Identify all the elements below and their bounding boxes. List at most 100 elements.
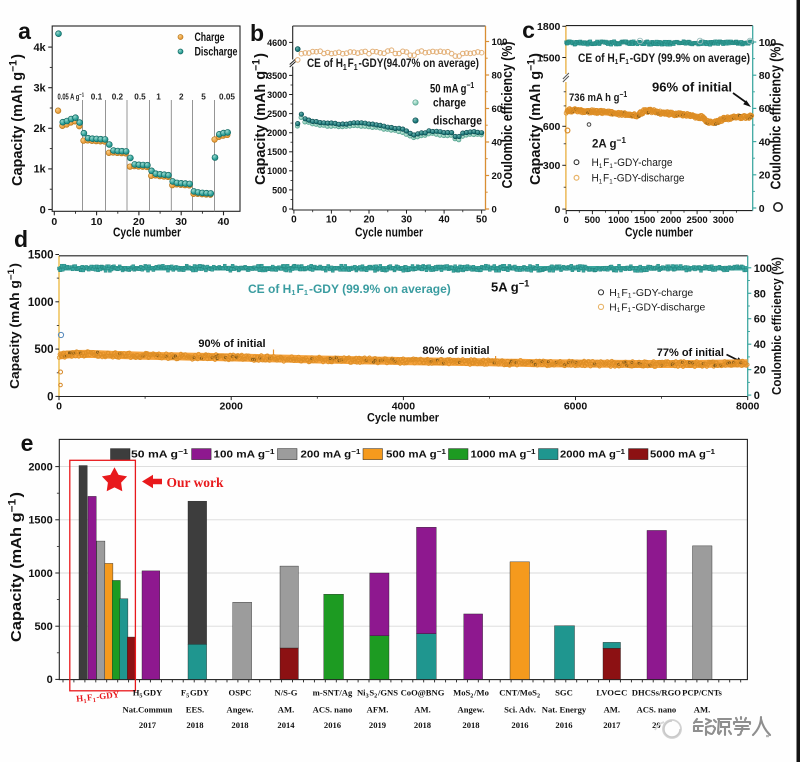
svg-text:40: 40 xyxy=(754,339,766,351)
svg-text:Our work: Our work xyxy=(167,476,224,491)
svg-text:40: 40 xyxy=(492,137,503,148)
svg-text:60: 60 xyxy=(759,103,771,115)
svg-text:500: 500 xyxy=(34,621,52,633)
svg-text:100: 100 xyxy=(759,37,777,49)
svg-text:20: 20 xyxy=(492,171,503,182)
svg-text:0: 0 xyxy=(555,204,561,216)
svg-text:1800: 1800 xyxy=(537,21,561,33)
svg-text:50 mA g−1: 50 mA g−1 xyxy=(430,80,475,96)
svg-text:H1 F1 -GDY-discharge: H1 F1 -GDY-discharge xyxy=(609,302,705,314)
svg-text:80: 80 xyxy=(759,70,771,82)
svg-text:80: 80 xyxy=(492,70,503,81)
svg-text:Capacity (mAh g−1 ): Capacity (mAh g−1 ) xyxy=(7,54,26,186)
svg-text:5000 mA g−1: 5000 mA g −1 xyxy=(650,447,716,461)
svg-text:Charge: Charge xyxy=(195,32,225,44)
svg-text:0: 0 xyxy=(47,674,53,686)
svg-text:0.5: 0.5 xyxy=(134,93,146,102)
svg-text:CoO@BNG: CoO@BNG xyxy=(401,688,445,698)
svg-text:10: 10 xyxy=(91,216,103,228)
svg-text:2016: 2016 xyxy=(555,720,573,730)
svg-text:1000 mA g−1: 1000 mA g −1 xyxy=(471,447,537,461)
svg-text:20: 20 xyxy=(652,720,661,730)
svg-text:600: 600 xyxy=(543,121,561,133)
svg-text:Discharge: Discharge xyxy=(195,47,238,59)
svg-text:e: e xyxy=(21,430,34,456)
svg-text:2000: 2000 xyxy=(28,461,52,473)
svg-text:1500: 1500 xyxy=(537,52,561,64)
svg-text:200 mA g−1: 200 mA g −1 xyxy=(301,447,362,461)
svg-text:3000: 3000 xyxy=(713,215,734,226)
svg-text:Cycle number: Cycle number xyxy=(367,411,439,425)
svg-text:CE of H1 F1 -GDY (99.9% on ave: CE of H1 F1 -GDY (99.9% on average) xyxy=(578,51,750,66)
svg-text:80: 80 xyxy=(754,288,766,300)
svg-text:500 mA g−1: 500 mA g −1 xyxy=(386,447,447,461)
svg-text:2500: 2500 xyxy=(267,109,287,119)
svg-text:H1 F1 -GDY-discharge: H1 F1 -GDY-discharge xyxy=(592,173,685,186)
svg-text:2000 mA g−1: 2000 mA g −1 xyxy=(560,447,626,461)
svg-text:Angew.: Angew. xyxy=(458,705,485,715)
svg-text:Capacity (mAh g−1 ): Capacity (mAh g−1 ) xyxy=(6,492,25,642)
svg-text:Cycle number: Cycle number xyxy=(355,225,423,240)
svg-text:100: 100 xyxy=(754,263,772,275)
svg-text:2000: 2000 xyxy=(267,128,287,138)
svg-text:2017: 2017 xyxy=(139,720,157,730)
svg-text:1000: 1000 xyxy=(608,215,629,226)
svg-text:H1 F1 -GDY-charge: H1 F1 -GDY-charge xyxy=(609,288,693,300)
svg-text:2000: 2000 xyxy=(660,215,681,226)
svg-text:40: 40 xyxy=(218,216,230,228)
svg-text:500: 500 xyxy=(584,215,600,226)
svg-text:AFM.: AFM. xyxy=(367,705,389,715)
svg-text:Capacity (mAh g−1 ): Capacity (mAh g−1 ) xyxy=(5,263,22,389)
svg-text:ACS. nano: ACS. nano xyxy=(313,705,353,715)
svg-text:1500: 1500 xyxy=(267,147,287,157)
svg-text:2018: 2018 xyxy=(414,720,432,730)
svg-text:0: 0 xyxy=(40,204,46,216)
svg-text:50: 50 xyxy=(476,215,488,226)
svg-text:2016: 2016 xyxy=(324,720,342,730)
svg-text:1500: 1500 xyxy=(28,515,52,527)
svg-text:0: 0 xyxy=(492,204,497,215)
svg-text:8000: 8000 xyxy=(736,401,760,413)
svg-text:10: 10 xyxy=(326,215,338,226)
svg-text:736 mA h g−1: 736 mA h g−1 xyxy=(569,90,628,104)
svg-text:m-SNT/Ag: m-SNT/Ag xyxy=(313,688,353,698)
svg-text:1000: 1000 xyxy=(28,297,54,309)
svg-text:0.05 A g−1: 0.05 A g−1 xyxy=(58,92,85,101)
svg-text:2018: 2018 xyxy=(231,720,249,730)
svg-text:40: 40 xyxy=(759,136,771,148)
svg-text:Cycle number: Cycle number xyxy=(625,225,693,240)
svg-text:6000: 6000 xyxy=(564,401,588,413)
svg-text:d: d xyxy=(14,226,28,252)
svg-text:90% of initial: 90% of initial xyxy=(198,338,265,350)
svg-text:2018: 2018 xyxy=(186,720,204,730)
svg-text:20: 20 xyxy=(363,215,375,226)
svg-text:ACS. nano: ACS. nano xyxy=(637,705,677,715)
svg-text:DHCSs/RGO: DHCSs/RGO xyxy=(632,688,681,698)
svg-text:100: 100 xyxy=(492,37,508,48)
svg-text:77% of initial: 77% of initial xyxy=(657,347,724,359)
svg-text:2017: 2017 xyxy=(603,720,621,730)
svg-text:2000: 2000 xyxy=(220,401,244,413)
svg-text:Coulombic efficiency (%): Coulombic efficiency (%) xyxy=(768,42,785,189)
svg-text:2500: 2500 xyxy=(687,215,708,226)
svg-text:0: 0 xyxy=(291,215,297,226)
svg-text:3000: 3000 xyxy=(267,90,287,100)
svg-text:0.1: 0.1 xyxy=(91,93,103,102)
svg-text:Coulombic efficiency (%): Coulombic efficiency (%) xyxy=(499,41,516,188)
svg-text:0: 0 xyxy=(56,401,62,413)
svg-text:AM.: AM. xyxy=(694,705,710,715)
svg-text:1k: 1k xyxy=(33,164,46,176)
svg-text:4k: 4k xyxy=(33,42,46,54)
svg-text:0: 0 xyxy=(759,203,765,215)
svg-text:a: a xyxy=(18,18,31,44)
svg-text:Cycle number: Cycle number xyxy=(113,225,181,240)
svg-text:2014: 2014 xyxy=(277,720,295,730)
svg-text:Coulombic efficiency (%): Coulombic efficiency (%) xyxy=(769,257,784,395)
svg-text:4600: 4600 xyxy=(267,38,287,48)
svg-text:b: b xyxy=(250,20,264,46)
svg-text:PCP/CNTs: PCP/CNTs xyxy=(682,688,722,698)
svg-text:2019: 2019 xyxy=(369,720,386,730)
svg-text:2: 2 xyxy=(179,93,184,102)
svg-text:20: 20 xyxy=(759,170,771,182)
svg-text:300: 300 xyxy=(543,160,561,172)
